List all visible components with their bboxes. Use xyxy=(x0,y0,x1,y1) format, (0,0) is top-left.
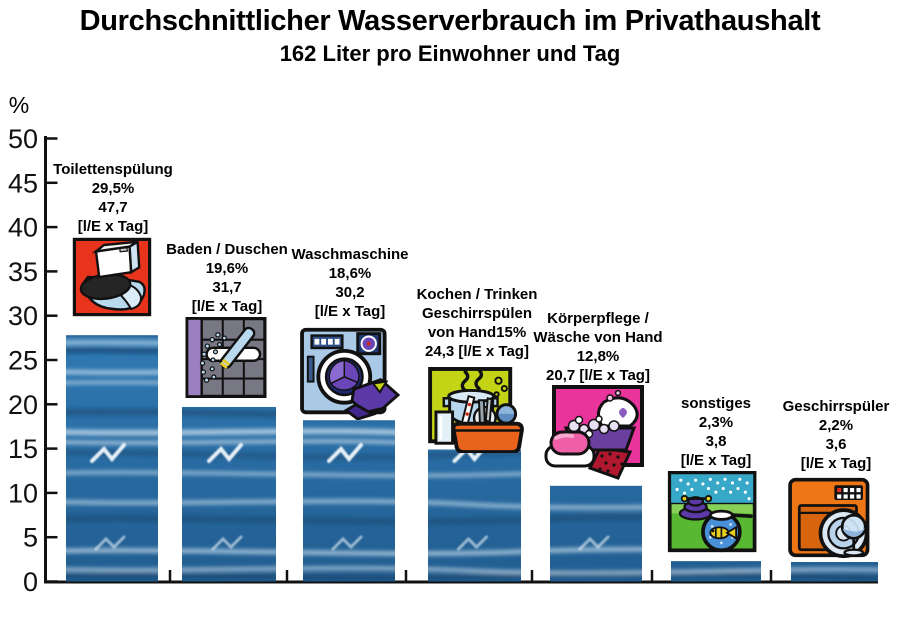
category-liters: 47,7 xyxy=(98,199,128,216)
category-unit: [l/E x Tag] xyxy=(680,452,752,469)
category-percent: von Hand15% xyxy=(427,324,527,341)
category-unit: [l/E x Tag] xyxy=(191,298,263,315)
dishwasher-icon xyxy=(788,477,870,559)
category-label-geschirrspueler: Geschirrspüler 2,2% 3,6 [l/E x Tag] xyxy=(736,397,900,473)
y-tick-label: 15 xyxy=(8,434,38,464)
category-name: Toilettenspülung xyxy=(53,161,173,178)
category-label-sonstiges: sonstiges 2,3% 3,8 [l/E x Tag] xyxy=(616,394,816,470)
y-tick-label: 50 xyxy=(8,124,38,154)
category-name: sonstiges xyxy=(680,395,752,412)
category-percent: 19,6% xyxy=(205,260,249,277)
y-axis-ticks: 0 5 10 15 20 25 30 35 40 45 50 xyxy=(8,124,58,597)
y-tick-label: 40 xyxy=(8,213,38,243)
category-name-2: Wäsche von Hand xyxy=(533,329,663,346)
category-unit: [l/E x Tag] xyxy=(800,455,872,472)
category-name: Körperpflege / xyxy=(547,310,649,327)
y-tick-label: 10 xyxy=(8,478,38,508)
bar-dishes-by-hand xyxy=(428,449,521,582)
y-axis-unit-label: % xyxy=(8,92,30,118)
bar-washbowl xyxy=(550,485,642,582)
bar-toilet xyxy=(66,335,158,582)
y-tick-label: 30 xyxy=(8,301,38,331)
category-liters-unit: 24,3 [l/E x Tag] xyxy=(425,343,529,360)
bars-group xyxy=(66,335,878,582)
y-tick-label: 0 xyxy=(23,567,38,597)
category-percent: 2,2% xyxy=(818,417,854,434)
toilet-icon xyxy=(72,237,152,317)
category-label-koerperpflege: Körperpflege / Wäsche von Hand 12,8% 20,… xyxy=(498,309,698,385)
category-label-baden-duschen: Baden / Duschen 19,6% 31,7 [l/E x Tag] xyxy=(127,240,327,316)
category-percent: 2,3% xyxy=(698,414,734,431)
y-tick-label: 5 xyxy=(23,523,38,553)
category-label-kochen-trinken: Kochen / Trinken Geschirrspülen von Hand… xyxy=(377,285,577,361)
category-unit: [l/E x Tag] xyxy=(314,303,386,320)
category-liters: 31,7 xyxy=(212,279,242,296)
category-name-2: Geschirrspülen xyxy=(421,305,533,322)
category-liters: 3,8 xyxy=(705,433,727,450)
bar-shower xyxy=(182,406,276,582)
category-name: Kochen / Trinken xyxy=(416,286,538,303)
shower-icon xyxy=(185,317,267,398)
chart-subtitle: 162 Liter pro Einwohner und Tag xyxy=(279,41,621,66)
category-unit: [l/E x Tag] xyxy=(77,218,149,235)
dishes-by-hand-icon xyxy=(428,367,524,453)
bar-sprinkler-fishbowl xyxy=(671,561,761,582)
bar-washing-machine xyxy=(303,420,395,582)
category-liters: 30,2 xyxy=(335,284,365,301)
category-name: Waschmaschine xyxy=(291,246,409,263)
washing-machine-icon xyxy=(300,327,401,420)
bar-dishwasher xyxy=(791,562,878,582)
category-percent: 12,8% xyxy=(576,348,620,365)
washbowl-icon xyxy=(544,385,644,480)
y-tick-label: 45 xyxy=(8,168,38,198)
chart-title: Durchschnittlicher Wasserverbrauch im Pr… xyxy=(79,5,821,37)
category-liters-unit: 20,7 [l/E x Tag] xyxy=(546,367,650,384)
category-name: Geschirrspüler xyxy=(782,398,890,415)
category-label-waschmaschine: Waschmaschine 18,6% 30,2 [l/E x Tag] xyxy=(250,245,450,321)
category-liters: 3,6 xyxy=(825,436,847,453)
sprinkler-fishbowl-icon xyxy=(667,471,757,553)
category-percent: 29,5% xyxy=(91,180,135,197)
y-tick-label: 25 xyxy=(8,346,38,376)
category-percent: 18,6% xyxy=(328,265,372,282)
y-tick-label: 20 xyxy=(8,390,38,420)
category-label-toilettenspuelung: Toilettenspülung 29,5% 47,7 [l/E x Tag] xyxy=(13,160,213,236)
category-name: Baden / Duschen xyxy=(166,241,288,258)
y-tick-label: 35 xyxy=(8,257,38,287)
